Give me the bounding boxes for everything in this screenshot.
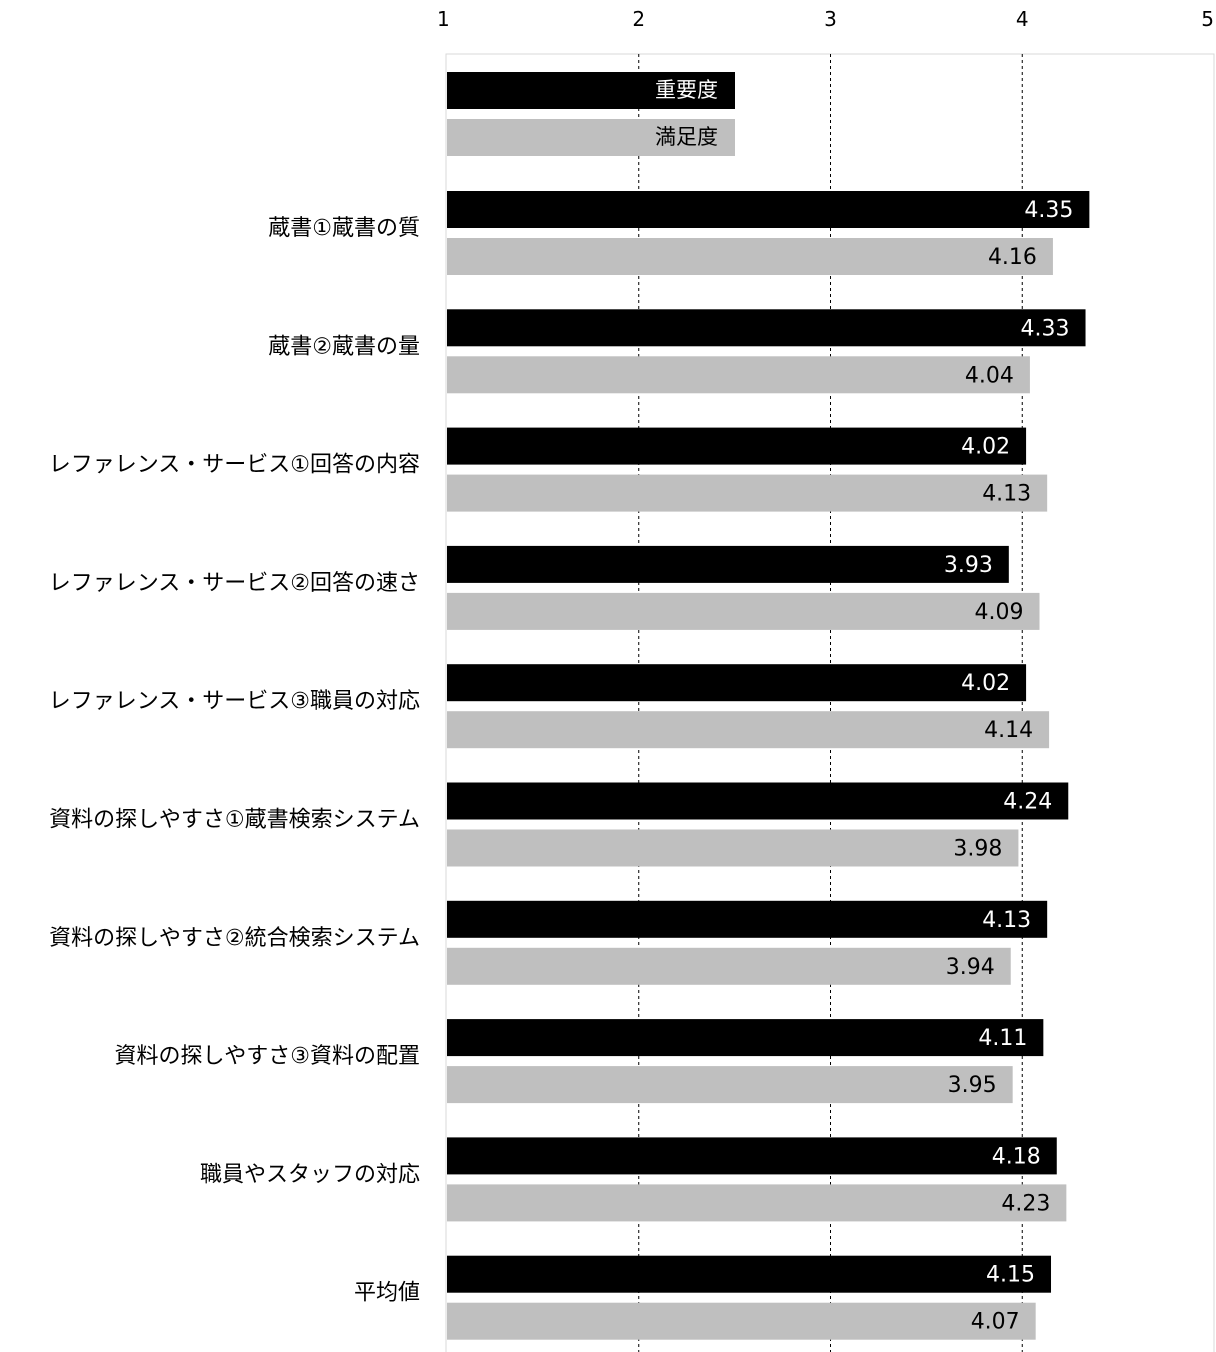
bar-satisfaction-0 [447, 238, 1053, 275]
value-label-satisfaction-1: 4.04 [965, 363, 1014, 388]
value-label-importance-7: 4.11 [978, 1026, 1027, 1051]
value-label-satisfaction-5: 3.98 [953, 837, 1002, 862]
value-label-importance-5: 4.24 [1003, 790, 1052, 815]
category-label-5: 資料の探しやすさ①蔵書検索システム [49, 808, 420, 833]
bar-satisfaction-3 [447, 592, 1040, 630]
category-label-1: 蔵書②蔵書の量 [268, 334, 420, 359]
x-axis-ticks: 1 2 3 4 5 [437, 7, 1214, 31]
category-label-4: レファレンス・サービス③職員の対応 [49, 689, 420, 714]
value-label-importance-6: 4.13 [982, 908, 1031, 933]
value-label-importance-8: 4.18 [992, 1144, 1041, 1169]
legend-label-satisfaction: 満足度 [655, 125, 718, 149]
value-label-satisfaction-2: 4.13 [982, 482, 1031, 507]
x-tick-label-4: 4 [1016, 7, 1029, 31]
value-label-importance-3: 3.93 [944, 553, 993, 578]
category-label-7: 資料の探しやすさ③資料の配置 [114, 1044, 420, 1069]
value-label-importance-0: 4.35 [1024, 198, 1073, 223]
bar-satisfaction-8 [447, 1184, 1067, 1222]
value-label-importance-1: 4.33 [1021, 316, 1070, 341]
bar-importance-6 [447, 900, 1048, 938]
bar-importance-0 [447, 191, 1090, 228]
category-label-6: 資料の探しやすさ②統合検索システム [49, 926, 420, 951]
category-label-3: レファレンス・サービス②回答の速さ [49, 571, 420, 596]
bar-importance-3 [447, 545, 1009, 583]
bar-satisfaction-1 [447, 356, 1030, 394]
bars: 4.35 4.16 4.33 4.04 4.02 4.13 3.93 4.09 4.02 4.14… [447, 191, 1090, 1340]
bar-importance-5 [447, 782, 1069, 820]
bar-satisfaction-9 [447, 1302, 1036, 1340]
x-tick-label-1: 1 [437, 7, 450, 31]
legend: 重要度 満足度 [447, 72, 735, 156]
category-labels: 蔵書①蔵書の質蔵書②蔵書の量レファレンス・サービス①回答の内容レファレンス・サー… [49, 216, 420, 1306]
legend-swatch-satisfaction [447, 119, 735, 156]
value-label-importance-4: 4.02 [961, 671, 1010, 696]
value-label-satisfaction-7: 3.95 [948, 1073, 997, 1098]
bar-importance-1 [447, 309, 1086, 347]
x-tick-label-3: 3 [824, 7, 837, 31]
bar-satisfaction-7 [447, 1066, 1013, 1104]
category-label-9: 平均値 [354, 1281, 420, 1306]
bar-importance-7 [447, 1019, 1044, 1057]
bar-importance-9 [447, 1255, 1052, 1293]
value-label-satisfaction-4: 4.14 [984, 718, 1033, 743]
bar-satisfaction-4 [447, 711, 1050, 749]
bar-satisfaction-2 [447, 474, 1048, 512]
value-label-importance-9: 4.15 [986, 1263, 1035, 1288]
x-tick-label-2: 2 [632, 7, 645, 31]
bar-importance-4 [447, 664, 1027, 702]
category-label-0: 蔵書①蔵書の質 [268, 216, 420, 241]
value-label-satisfaction-3: 4.09 [975, 600, 1024, 625]
value-label-satisfaction-9: 4.07 [971, 1310, 1020, 1335]
legend-swatch-importance [447, 72, 735, 109]
bar-importance-2 [447, 427, 1027, 465]
bar-importance-8 [447, 1137, 1057, 1175]
category-label-2: レファレンス・サービス①回答の内容 [49, 453, 420, 478]
value-label-importance-2: 4.02 [961, 435, 1010, 460]
x-tick-label-5: 5 [1201, 7, 1214, 31]
bar-satisfaction-6 [447, 947, 1011, 985]
category-label-8: 職員やスタッフの対応 [200, 1162, 420, 1187]
bar-satisfaction-5 [447, 829, 1019, 867]
value-label-satisfaction-0: 4.16 [988, 245, 1037, 270]
value-label-satisfaction-8: 4.23 [1001, 1191, 1050, 1216]
legend-label-importance: 重要度 [655, 78, 718, 102]
value-label-satisfaction-6: 3.94 [946, 955, 995, 980]
